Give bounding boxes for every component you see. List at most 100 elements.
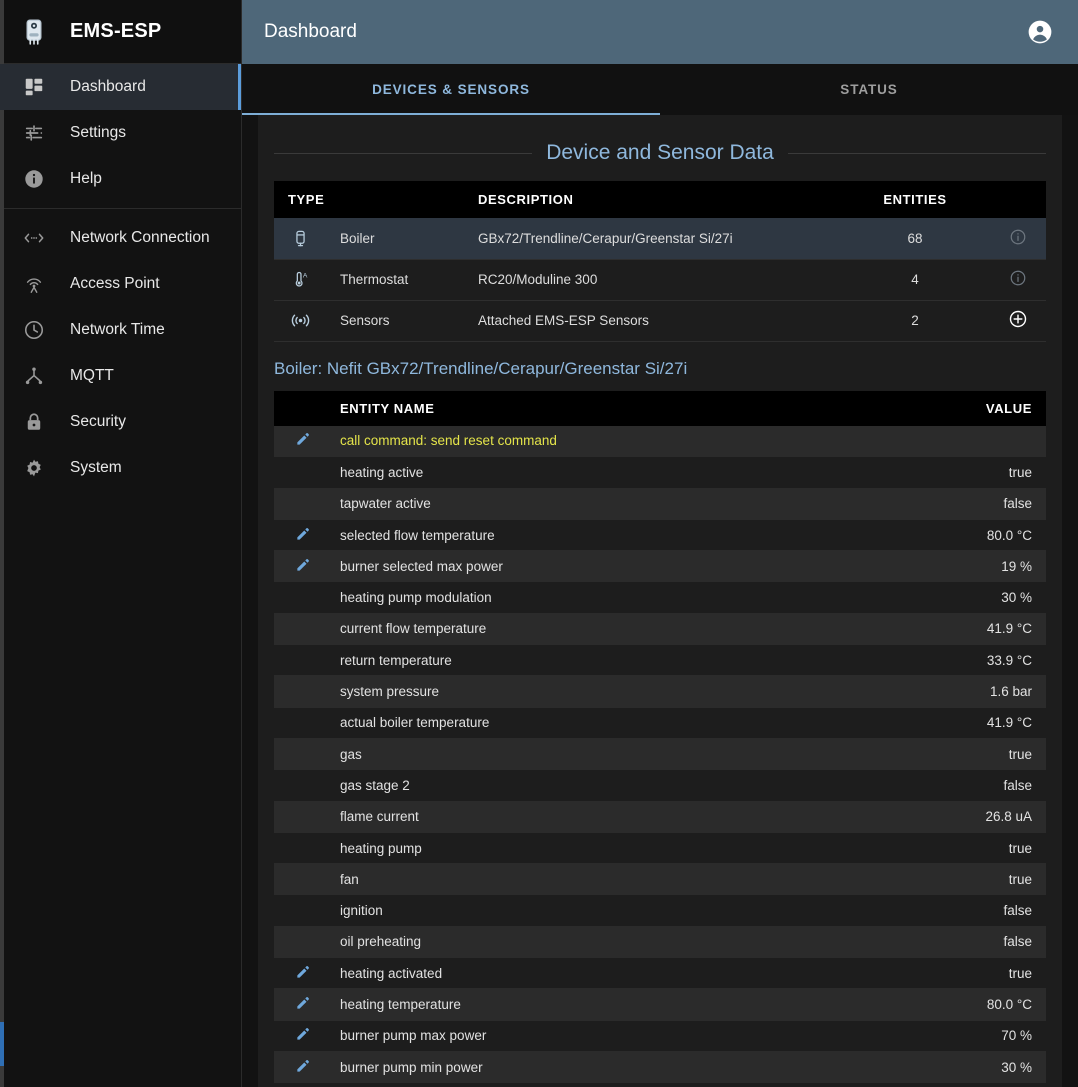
entity-value: false [1003,903,1032,919]
table-row[interactable]: heating temperature 80.0 °C [274,988,1046,1021]
entity-name: heating pump modulation [340,590,492,606]
edit-pencil-icon[interactable] [295,1058,311,1074]
sidebar-item-label: Access Point [70,275,160,292]
table-row[interactable]: burner pump max power 70 % [274,1020,1046,1052]
table-row[interactable]: Boiler GBx72/Trendline/Cerapur/Greenstar… [274,218,1046,259]
table-row[interactable]: selected flow temperature 80.0 °C [274,519,1046,551]
device-entities-count: 2 [911,313,919,328]
entity-name: heating activated [340,965,443,981]
entity-value: 70 % [1001,1028,1032,1044]
divider-right [787,152,1047,154]
sidebar-item-label: Network Connection [70,229,210,246]
entity-value: 33.9 °C [986,652,1032,668]
sidebar-item-access-point[interactable]: Access Point [0,261,241,307]
device-detail-title: Boiler: Nefit GBx72/Trendline/Cerapur/Gr… [274,358,688,378]
table-row[interactable]: A Thermostat RC20/Moduline 300 4 [274,259,1046,300]
edit-pencil-icon[interactable] [295,557,311,573]
devices-table-body: Boiler GBx72/Trendline/Cerapur/Greenstar… [274,218,1046,341]
sidebar-item-security[interactable]: Security [0,399,241,445]
table-row[interactable]: heating activated true [274,957,1046,989]
entity-name: gas stage 2 [340,777,410,793]
sidebar-nav-primary: Dashboard Settings [0,64,241,491]
content-scroll-area[interactable]: Device and Sensor Data TYPE DESCRIPTION … [242,115,1078,1087]
section-title: Device and Sensor Data [546,141,774,164]
tab-bar: DEVICES & SENSORS STATUS [242,64,1078,115]
table-row[interactable]: heating active true [274,456,1046,489]
entity-value: true [1008,871,1032,887]
sidebar-item-dashboard[interactable]: Dashboard [0,64,241,110]
entities-header-row: ENTITY NAME VALUE [274,390,1046,426]
table-row[interactable]: burner pump min power 30 % [274,1051,1046,1083]
entity-value: false [1003,934,1032,950]
tab-devices-and-sensors[interactable]: DEVICES & SENSORS [242,64,660,115]
mqtt-node-icon [14,365,54,387]
sidebar-item-mqtt[interactable]: MQTT [0,353,241,399]
table-row[interactable]: Sensors Attached EMS-ESP Sensors 2 [274,300,1046,341]
info-circle-icon[interactable] [1009,269,1027,287]
sidebar-item-network-connection[interactable]: Network Connection [0,215,241,261]
sidebar-divider [0,208,241,209]
entity-value: true [1008,746,1032,762]
table-row[interactable]: call command: send reset command [274,425,1046,457]
brand-header: EMS-ESP [0,0,241,64]
table-row[interactable]: oil preheating false [274,926,1046,958]
devices-table-head: TYPE DESCRIPTION ENTITIES [274,181,1046,218]
sidebar-item-label: Help [70,170,102,187]
device-type-label: Thermostat [340,272,409,287]
entity-value [846,426,1046,457]
column-header-entities: ENTITIES [840,181,990,218]
entity-value: 41.9 °C [986,621,1032,637]
entity-value: true [1008,464,1032,480]
devices-header-row: TYPE DESCRIPTION ENTITIES [274,181,1046,218]
info-circle-icon[interactable] [1009,228,1027,246]
sidebar-item-settings[interactable]: Settings [0,110,241,156]
table-row[interactable]: fan true [274,863,1046,895]
sidebar-item-label: System [70,459,122,476]
brand-title: EMS-ESP [70,20,162,42]
column-header-edit [274,390,332,426]
table-row[interactable]: heating pump true [274,832,1046,864]
sensor-broadcast-icon [288,310,312,331]
table-row[interactable]: tapwater active false [274,488,1046,520]
sidebar-scrollbar-track[interactable] [0,0,4,1087]
dashboard-panel: Device and Sensor Data TYPE DESCRIPTION … [258,115,1062,1087]
table-row[interactable]: ignition false [274,894,1046,927]
info-circle-icon [14,168,54,190]
clock-icon [14,319,54,341]
entity-name: ignition [340,903,383,919]
entities-table-head: ENTITY NAME VALUE [274,390,1046,426]
sidebar-item-label: Dashboard [70,78,146,95]
table-row[interactable]: return temperature 33.9 °C [274,644,1046,676]
table-row[interactable]: system pressure 1.6 bar [274,675,1046,708]
entity-value: false [1003,777,1032,793]
table-row[interactable]: flame current 26.8 uA [274,801,1046,833]
table-row[interactable]: heating pump modulation 30 % [274,581,1046,614]
sidebar-item-network-time[interactable]: Network Time [0,307,241,353]
edit-pencil-icon[interactable] [295,526,311,542]
account-circle-icon[interactable] [1020,12,1060,52]
edit-pencil-icon[interactable] [295,995,311,1011]
table-row[interactable]: gas true [274,738,1046,770]
table-row[interactable]: actual boiler temperature 41.9 °C [274,707,1046,739]
sidebar-scrollbar-thumb[interactable] [0,1022,4,1066]
tab-status[interactable]: STATUS [660,64,1078,115]
sidebar-item-help[interactable]: Help [0,156,241,202]
entity-name: heating active [340,464,424,480]
entity-name: actual boiler temperature [340,715,490,731]
entities-table-body: call command: send reset command heating … [274,425,1046,1083]
plus-circle-icon[interactable] [1008,309,1028,329]
sidebar: EMS-ESP Dashboard [0,0,242,1087]
table-row[interactable]: burner selected max power 19 % [274,550,1046,582]
entity-name: fan [340,871,359,887]
column-header-entity-name: ENTITY NAME [332,390,846,426]
entity-name: heating pump [340,840,422,856]
table-row[interactable]: current flow temperature 41.9 °C [274,613,1046,645]
edit-pencil-icon[interactable] [295,964,311,980]
edit-pencil-icon[interactable] [295,431,311,447]
entity-value: 26.8 uA [985,809,1032,825]
thermostat-icon: A [288,270,312,289]
edit-pencil-icon[interactable] [295,1026,311,1042]
sidebar-item-system[interactable]: System [0,445,241,491]
table-row[interactable]: gas stage 2 false [274,769,1046,802]
